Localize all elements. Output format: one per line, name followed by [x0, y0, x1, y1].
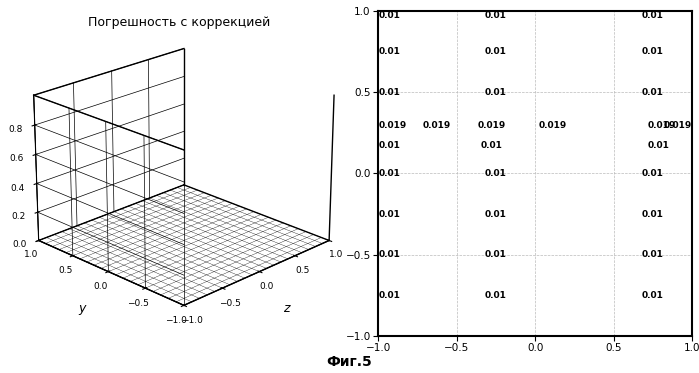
Text: 0.01: 0.01 [485, 250, 507, 259]
Text: 0.019: 0.019 [664, 120, 692, 130]
Text: 0.01: 0.01 [480, 141, 502, 150]
Text: 0.01: 0.01 [642, 169, 664, 178]
Text: 0.01: 0.01 [485, 47, 507, 56]
Text: 0.01: 0.01 [485, 11, 507, 20]
Text: 0.01: 0.01 [378, 88, 401, 97]
Text: 0.01: 0.01 [642, 291, 664, 300]
Text: 0.01: 0.01 [485, 88, 507, 97]
Text: Фиг.5: Фиг.5 [326, 355, 373, 369]
Text: 0.01: 0.01 [378, 210, 401, 219]
Text: 0.01: 0.01 [378, 169, 401, 178]
Text: 0.019: 0.019 [422, 120, 451, 130]
Text: 0.01: 0.01 [485, 291, 507, 300]
Text: 0.01: 0.01 [642, 11, 664, 20]
Text: 0.01: 0.01 [378, 11, 401, 20]
Text: 0.019: 0.019 [477, 120, 505, 130]
Text: 0.01: 0.01 [378, 47, 401, 56]
Text: 0.01: 0.01 [642, 47, 664, 56]
Text: 0.01: 0.01 [642, 210, 664, 219]
Text: 0.01: 0.01 [485, 169, 507, 178]
Text: 0.01: 0.01 [642, 250, 664, 259]
Text: 0.01: 0.01 [648, 141, 670, 150]
Text: 0.019: 0.019 [538, 120, 567, 130]
Text: 0.01: 0.01 [378, 291, 401, 300]
Text: 0.01: 0.01 [642, 88, 664, 97]
Text: 0.019: 0.019 [648, 120, 677, 130]
Title: Погрешность с коррекцией: Погрешность с коррекцией [88, 16, 271, 29]
Text: 0.01: 0.01 [378, 250, 401, 259]
X-axis label: z: z [283, 302, 289, 314]
Text: 0.01: 0.01 [378, 141, 401, 150]
Y-axis label: y: y [78, 302, 85, 314]
Text: 0.019: 0.019 [378, 120, 407, 130]
Text: 0.01: 0.01 [485, 210, 507, 219]
